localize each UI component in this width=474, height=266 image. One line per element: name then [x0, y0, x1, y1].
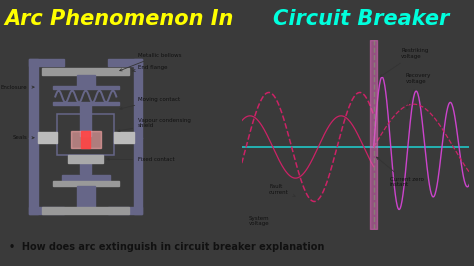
Text: Fixed contact: Fixed contact — [107, 157, 175, 162]
Text: Arc Phenomenon In: Arc Phenomenon In — [5, 9, 241, 29]
Bar — [53, 102, 118, 105]
Text: End flange: End flange — [133, 65, 168, 72]
Text: Vapour condensing
shield: Vapour condensing shield — [118, 118, 191, 132]
Bar — [29, 207, 64, 214]
Bar — [38, 132, 57, 143]
Bar — [71, 131, 101, 148]
Bar — [114, 132, 134, 143]
Bar — [53, 181, 118, 186]
Text: System
voltage: System voltage — [248, 215, 269, 226]
Bar — [82, 131, 90, 148]
Bar — [42, 68, 129, 75]
Bar — [29, 59, 64, 66]
Text: Recovery
voltage: Recovery voltage — [406, 73, 431, 109]
Bar — [29, 59, 38, 214]
Bar — [62, 175, 110, 181]
Text: Moving contact: Moving contact — [120, 97, 180, 110]
Bar — [77, 186, 94, 207]
Bar — [80, 163, 91, 174]
Bar — [77, 75, 94, 87]
Text: Circuit Breaker: Circuit Breaker — [273, 9, 449, 29]
Bar — [134, 59, 143, 214]
Text: Restriking
voltage: Restriking voltage — [380, 48, 428, 77]
Text: Enclosure: Enclosure — [0, 85, 34, 90]
Bar — [53, 86, 118, 89]
Text: Metallic bellows: Metallic bellows — [120, 52, 182, 71]
Text: Current zero
instant: Current zero instant — [376, 157, 424, 188]
Text: •  How does arc extinguish in circuit breaker explanation: • How does arc extinguish in circuit bre… — [9, 242, 325, 252]
Bar — [108, 207, 143, 214]
Text: Seals: Seals — [12, 135, 34, 140]
Bar — [57, 114, 114, 155]
Bar — [108, 59, 143, 66]
Text: Fault
current: Fault current — [269, 184, 295, 197]
Bar — [42, 207, 129, 214]
Bar — [80, 105, 91, 136]
Bar — [68, 156, 103, 163]
